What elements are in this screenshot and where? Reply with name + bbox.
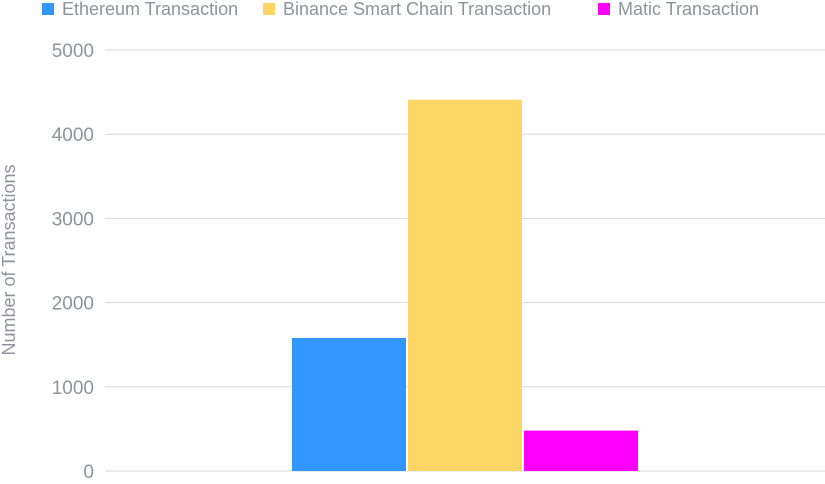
- y-tick-label-1000: 1000: [52, 378, 94, 399]
- legend-swatch-matic-transaction: [598, 3, 610, 15]
- y-axis-tick-labels: 0 1000 2000 3000 4000 5000: [52, 41, 94, 483]
- y-tick-label-5000: 5000: [52, 41, 94, 62]
- legend-item-matic-transaction: Matic Transaction: [598, 0, 759, 19]
- bar-ethereum-transaction: [292, 337, 406, 471]
- legend-swatch-binance-smart-chain-transaction: [263, 3, 275, 15]
- bars: [292, 99, 638, 471]
- legend-label-matic-transaction: Matic Transaction: [618, 0, 759, 19]
- y-tick-label-3000: 3000: [52, 209, 94, 230]
- legend-item-binance-smart-chain-transaction: Binance Smart Chain Transaction: [263, 0, 551, 19]
- y-tick-label-0: 0: [83, 462, 94, 479]
- legend-label-ethereum-transaction: Ethereum Transaction: [62, 0, 238, 19]
- legend: Ethereum Transaction Binance Smart Chain …: [42, 0, 759, 19]
- legend-label-binance-smart-chain-transaction: Binance Smart Chain Transaction: [283, 0, 551, 19]
- bar-binance-smart-chain-transaction: [408, 99, 522, 471]
- y-axis-title: Number of Transactions: [0, 164, 19, 355]
- y-tick-label-4000: 4000: [52, 125, 94, 146]
- y-tick-label-2000: 2000: [52, 294, 94, 315]
- legend-item-ethereum-transaction: Ethereum Transaction: [42, 0, 238, 19]
- bar-matic-transaction: [524, 430, 638, 471]
- legend-swatch-ethereum-transaction: [42, 3, 54, 15]
